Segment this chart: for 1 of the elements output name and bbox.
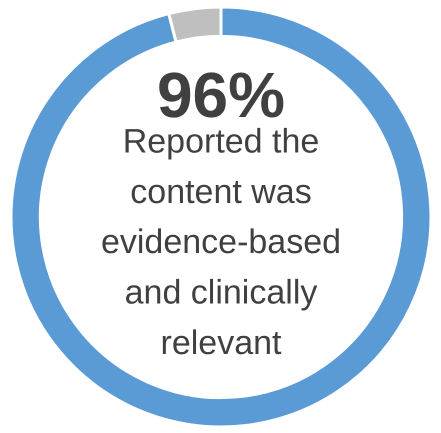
text: Reported the content was evidence-based and clinically relevant bbox=[100, 122, 342, 362]
